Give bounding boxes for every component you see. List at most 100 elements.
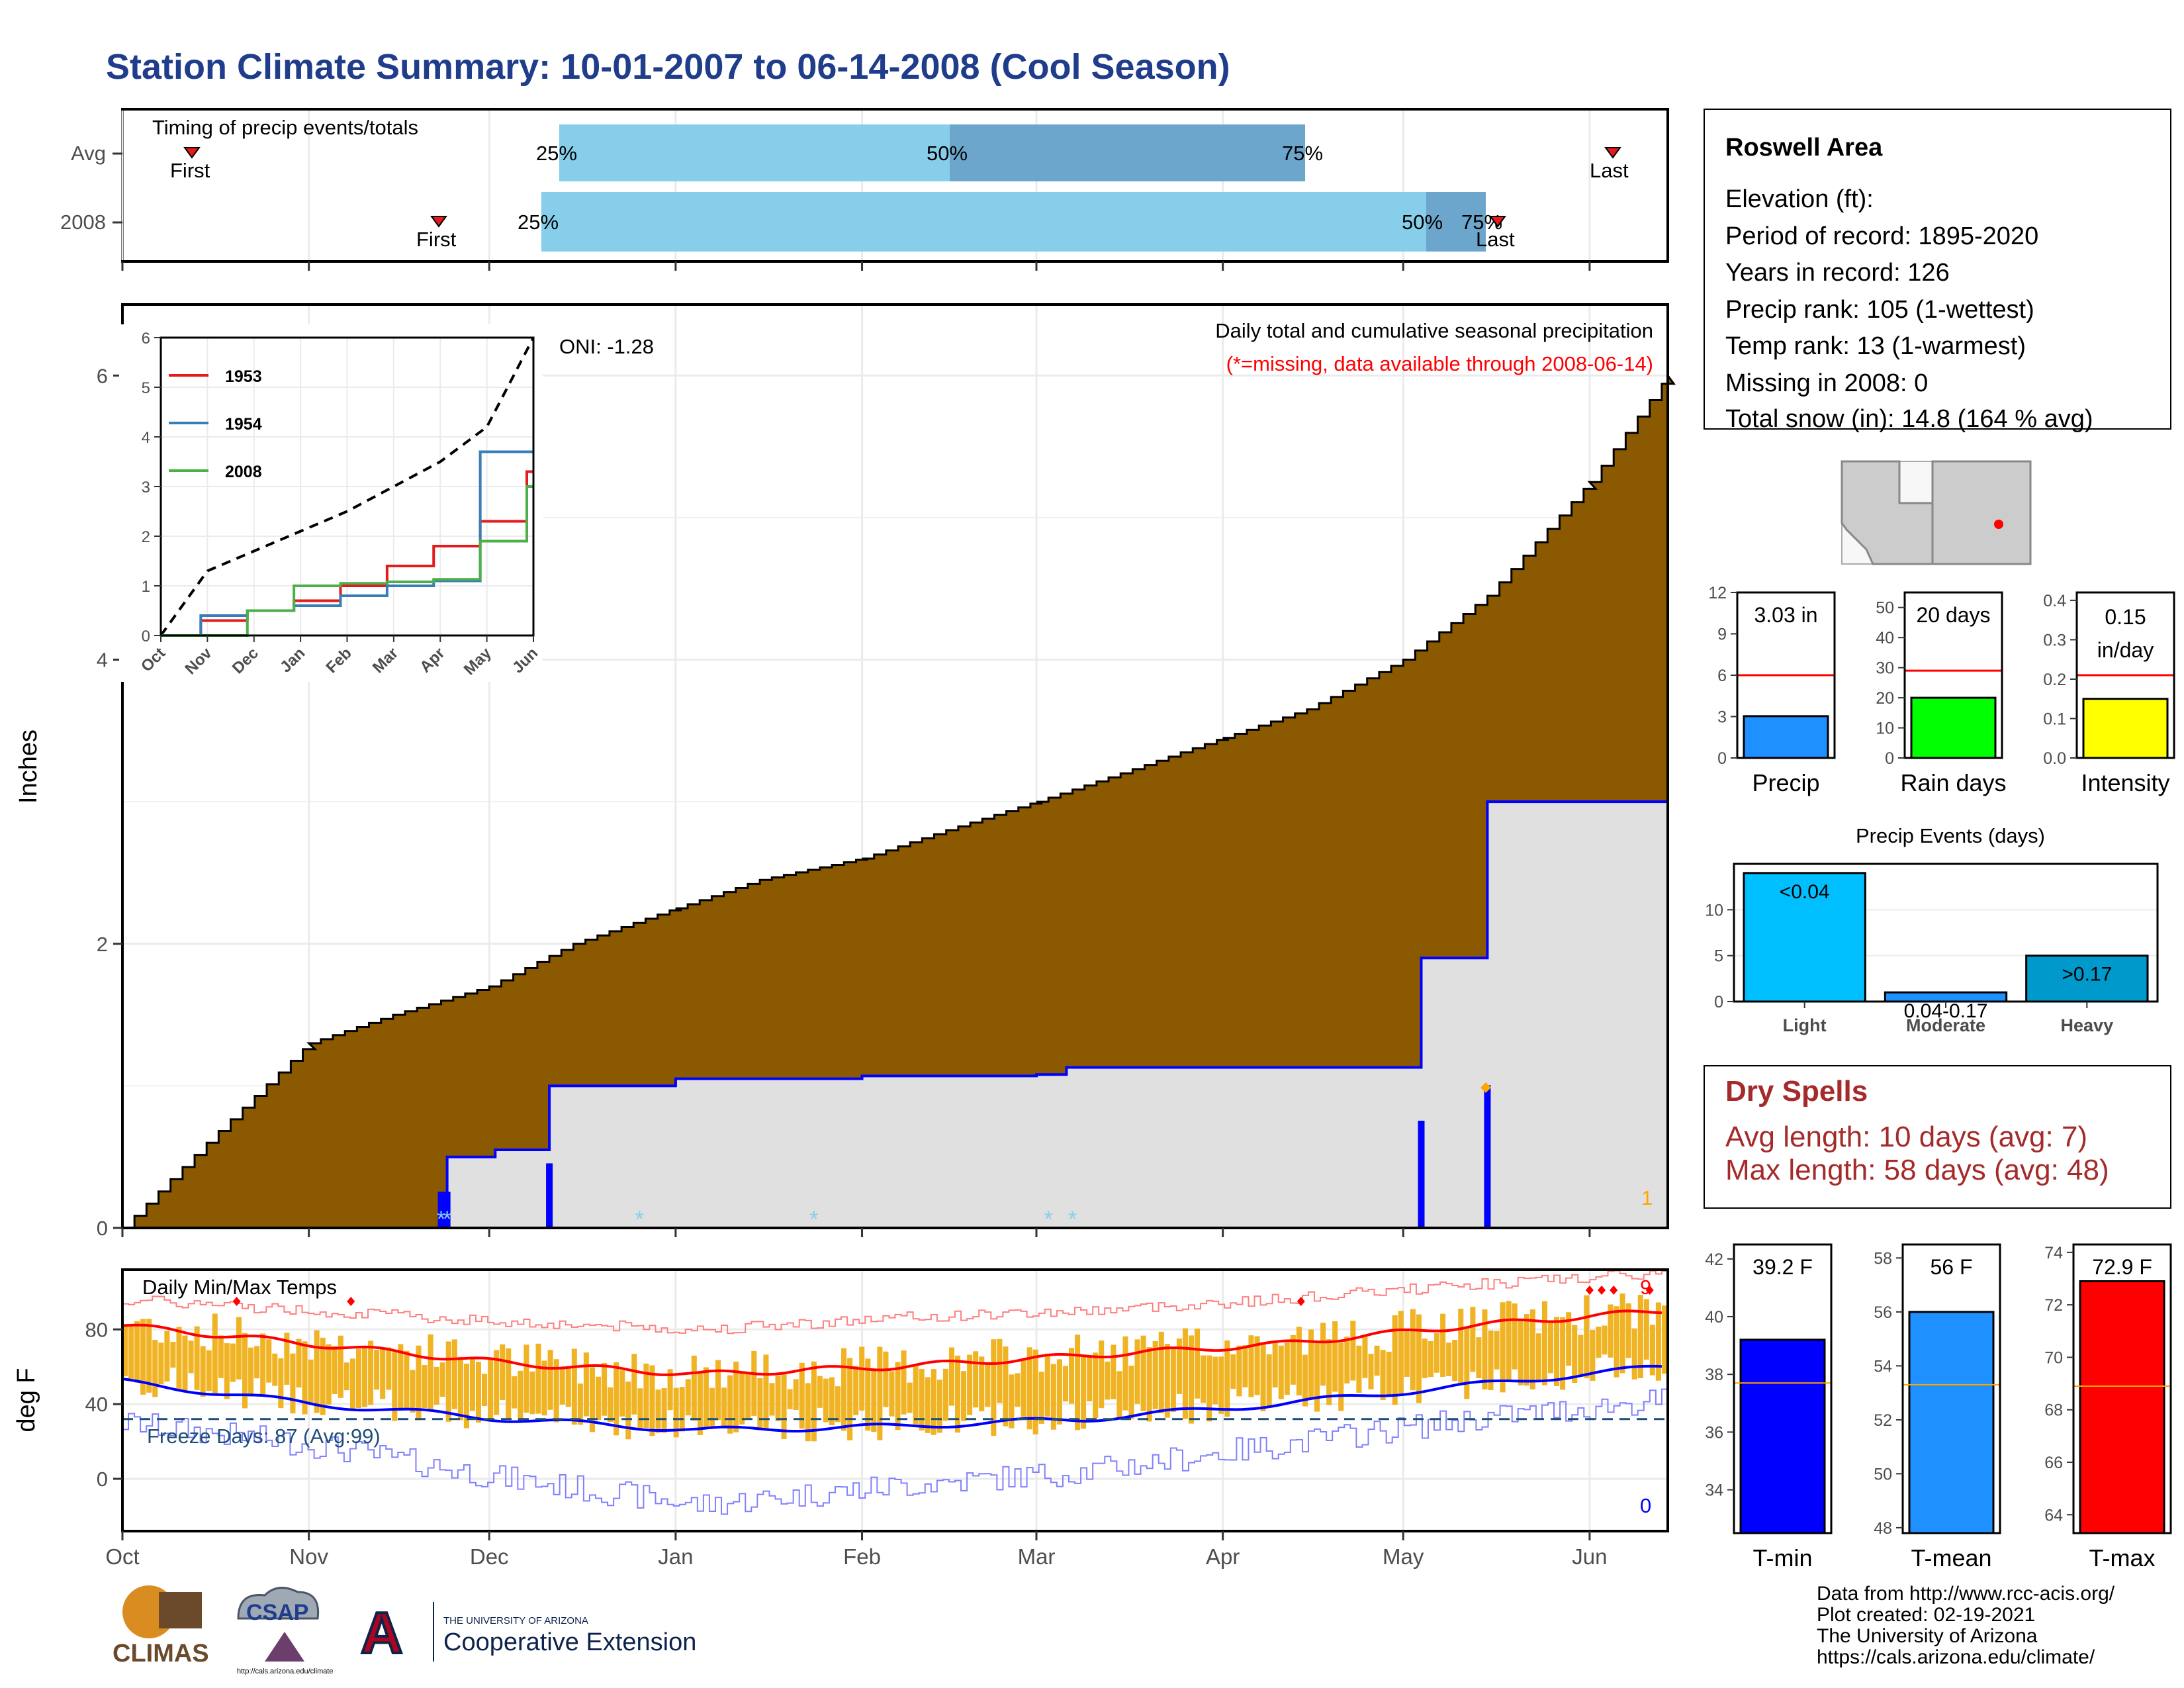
ua-small-text: THE UNIVERSITY OF ARIZONA	[443, 1615, 588, 1626]
temp-bar-128	[889, 1371, 895, 1417]
temp-bar-179	[1195, 1329, 1201, 1399]
precip-mini-ytick-label-1-1: 10	[1876, 720, 1894, 738]
precip-mini-frame-2	[2075, 591, 2175, 759]
temp-mini-chart-2: 64 66 68 70 72 74 72.9 F T-max	[2044, 1243, 2172, 1571]
temp-bar-20	[242, 1333, 248, 1409]
record-high-marker-4	[1598, 1286, 1606, 1295]
temp-bar-121	[847, 1358, 853, 1440]
temp-bar-230	[1500, 1302, 1506, 1393]
temp-bar-130	[901, 1350, 907, 1415]
temp-bar-7	[164, 1331, 170, 1382]
temp-bar-131	[907, 1382, 913, 1413]
snow-marker	[1480, 1082, 1491, 1093]
temp-bar-249	[1614, 1306, 1619, 1378]
temp-bar-231	[1506, 1301, 1512, 1380]
temp-mini-ytick-label-0-3: 40	[1705, 1308, 1723, 1327]
temp-bar-109	[775, 1376, 781, 1421]
temp-bar-200	[1320, 1323, 1326, 1386]
temp-bar-203	[1338, 1342, 1344, 1411]
precip-mini-value-label-1: 20 days	[1916, 603, 1990, 627]
temp-title: Daily Min/Max Temps	[142, 1276, 337, 1299]
temp-bar-122	[853, 1366, 859, 1415]
temp-bar-73	[559, 1369, 565, 1405]
temp-bar-84	[625, 1382, 631, 1440]
climas-wordmark: CLIMAS	[113, 1640, 209, 1667]
temp-mini-value-label-2: 72.9 F	[2092, 1255, 2152, 1279]
temp-bar-190	[1260, 1342, 1266, 1412]
temp-frame	[121, 1268, 1669, 1532]
temp-bar-226	[1476, 1337, 1482, 1378]
temp-bar-16	[218, 1335, 224, 1378]
temp-mini-ytick-label-2-1: 66	[2044, 1454, 2063, 1472]
temp-bar-33	[320, 1337, 326, 1415]
avg-last-label: Last	[1590, 159, 1629, 182]
temp-bar-153	[1038, 1372, 1044, 1424]
precip-mini-ytick-label-2-2: 0.2	[2043, 671, 2066, 689]
freeze-label: Freeze Days: 87 (Avg:99)	[147, 1425, 381, 1448]
y2008-last-marker	[1489, 216, 1506, 228]
missing-marks: ** * * * *	[437, 1207, 1077, 1232]
temp-bar-227	[1482, 1309, 1488, 1390]
temp-bar-8	[170, 1342, 176, 1368]
ua-logo: A THE UNIVERSITY OF ARIZONA Cooperative …	[359, 1599, 696, 1667]
legend-label-1953: 1953	[225, 367, 262, 386]
temp-bar-254	[1643, 1299, 1649, 1360]
temp-bar-110	[781, 1374, 787, 1439]
temp-bar-216	[1416, 1314, 1422, 1403]
temp-bar-124	[865, 1358, 871, 1431]
timing-xticks	[121, 261, 1591, 271]
temp-bar-219	[1434, 1333, 1440, 1373]
temp-bar-66	[518, 1370, 523, 1422]
precip-mini-ytick-label-2-4: 0.4	[2043, 592, 2066, 610]
precip-mini-ytick-label-0-1: 3	[1717, 708, 1727, 727]
temp-bar-156	[1056, 1359, 1062, 1425]
precip-mini-xlabel-2: Intensity	[2081, 769, 2169, 796]
temp-bar-101	[727, 1375, 733, 1434]
temp-bar-108	[769, 1383, 775, 1416]
events-title: Precip Events (days)	[1856, 824, 2045, 847]
events-bar-light	[1743, 872, 1866, 1003]
inset-legend: 1953 1954 2008	[169, 367, 262, 481]
dry-spells-max: Max length: 58 days (avg: 48)	[1725, 1154, 2109, 1186]
temp-bar-81	[608, 1387, 614, 1423]
csap-logo: CSAP http://cals.arizona.edu/climate	[237, 1587, 334, 1675]
avg-first-marker	[183, 147, 201, 159]
temp-bar-35	[332, 1346, 338, 1394]
temp-mini-xlabel-2: T-max	[2089, 1544, 2155, 1571]
info-line-missing: Missing in 2008: 0	[1725, 369, 1928, 397]
temp-bar-45	[392, 1352, 398, 1421]
timing-row-2008: 2008	[60, 211, 106, 234]
temp-ytick-label-1: 40	[85, 1393, 108, 1416]
temp-bar-52	[433, 1366, 439, 1405]
missing-mark-4: *	[1044, 1207, 1053, 1232]
temp-bar-220	[1440, 1313, 1446, 1377]
avg-min-line	[122, 1364, 1662, 1432]
temp-bar-79	[595, 1376, 602, 1421]
precip-ylabel: Inches	[15, 729, 42, 804]
temp-bar-193	[1278, 1345, 1284, 1399]
precip-events-chart: Precip Events (days) <0.040.04-0.17>0.17…	[1705, 824, 2159, 1035]
precip-mini-ytick-label-1-4: 40	[1876, 629, 1894, 647]
temp-bar-229	[1494, 1331, 1500, 1370]
temp-xtick-label-5: Mar	[1018, 1544, 1056, 1569]
temp-bar-211	[1386, 1352, 1392, 1396]
inset-line-average	[159, 337, 535, 637]
precip-mini-ytick-label-1-5: 50	[1876, 599, 1894, 618]
temp-bar-76	[577, 1383, 583, 1425]
temp-bar-44	[386, 1347, 392, 1390]
temp-bar-68	[529, 1371, 535, 1415]
dry-spells-title: Dry Spells	[1725, 1075, 1868, 1107]
temp-ytick-label-2: 80	[85, 1318, 108, 1341]
temp-bar-106	[757, 1378, 763, 1430]
temp-mini-ytick-label-1-0: 48	[1874, 1519, 1892, 1538]
temp-bar-48	[410, 1370, 416, 1413]
temp-bar-245	[1590, 1330, 1596, 1381]
temp-bar-67	[523, 1344, 529, 1413]
temp-bar-201	[1326, 1339, 1332, 1405]
temp-bar-46	[398, 1344, 404, 1411]
temp-bar-134	[925, 1377, 931, 1433]
temp-yaxis: 0 40 80	[85, 1318, 122, 1491]
temp-bar-90	[661, 1388, 667, 1433]
temp-bar-89	[655, 1389, 661, 1433]
